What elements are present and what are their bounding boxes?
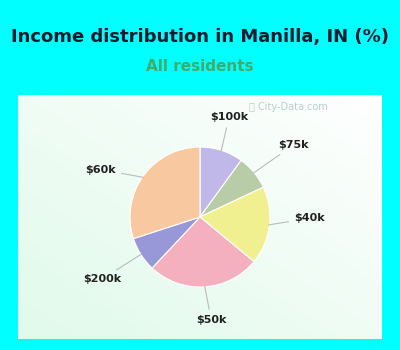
Wedge shape <box>200 187 270 261</box>
Text: All residents: All residents <box>146 59 254 74</box>
Wedge shape <box>134 217 200 268</box>
Text: $75k: $75k <box>254 140 308 173</box>
Text: $40k: $40k <box>269 214 325 225</box>
Wedge shape <box>200 160 263 217</box>
Text: ⧘ City-Data.com: ⧘ City-Data.com <box>249 102 327 112</box>
Wedge shape <box>200 147 241 217</box>
Text: $100k: $100k <box>210 112 248 151</box>
Text: Income distribution in Manilla, IN (%): Income distribution in Manilla, IN (%) <box>11 28 389 46</box>
Wedge shape <box>130 147 200 239</box>
Text: $200k: $200k <box>83 254 142 284</box>
Text: $60k: $60k <box>85 164 144 177</box>
Wedge shape <box>152 217 254 287</box>
Text: $50k: $50k <box>196 286 226 325</box>
